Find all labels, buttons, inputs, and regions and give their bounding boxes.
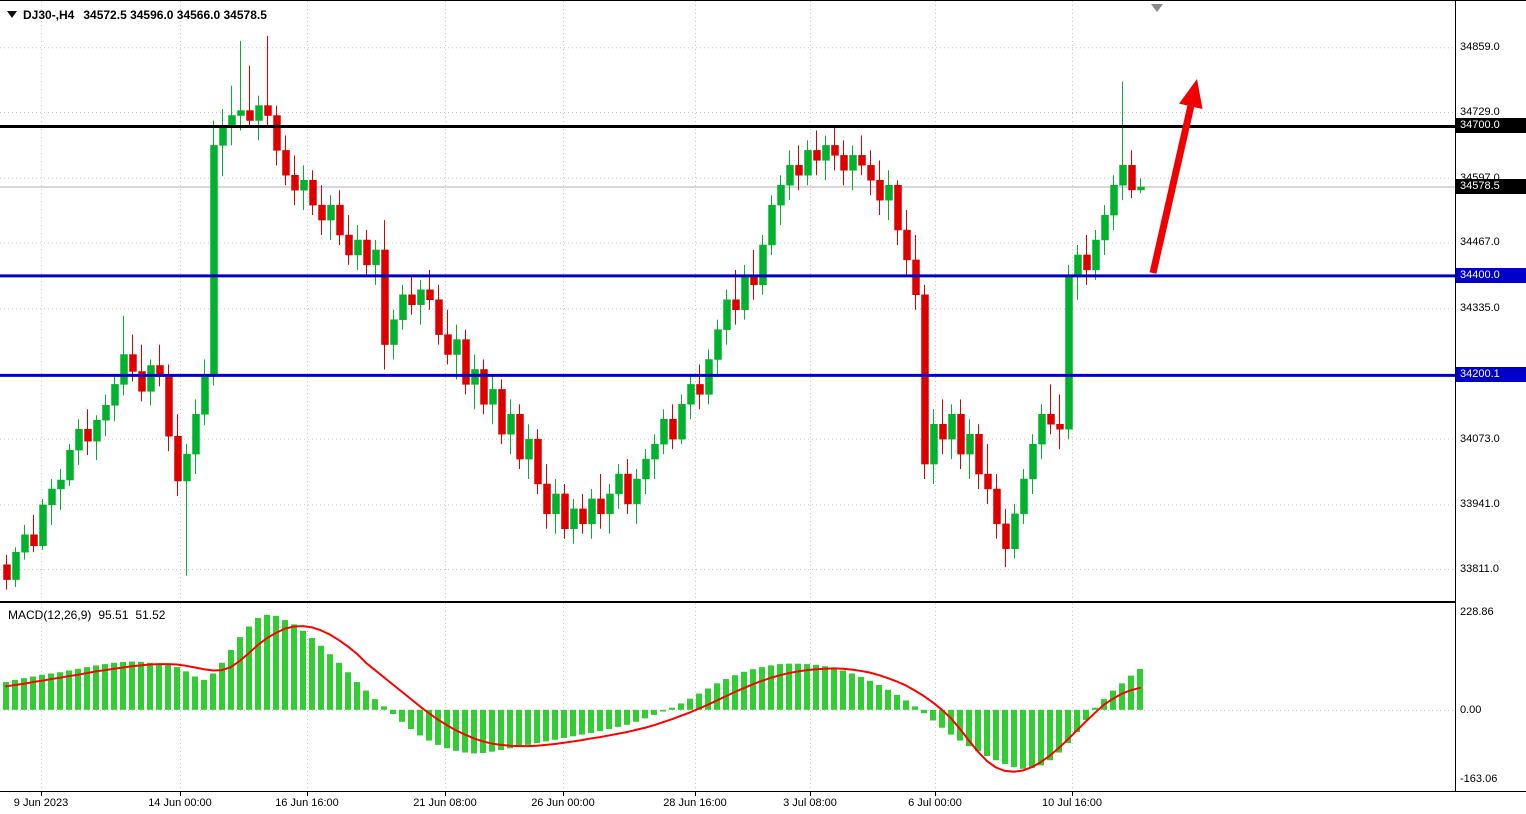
price-axis-tick: 34467.0 bbox=[1460, 236, 1500, 249]
chart-shift-marker-icon[interactable] bbox=[1151, 4, 1163, 12]
price-axis-tick: 34729.0 bbox=[1460, 106, 1500, 119]
symbol-timeframe-label: DJ30-,H4 bbox=[23, 8, 75, 22]
time-axis-tick bbox=[1072, 792, 1073, 796]
time-axis-label: 10 Jul 16:00 bbox=[1042, 797, 1102, 809]
price-level-badge: 34578.5 bbox=[1456, 178, 1526, 194]
time-axis: 9 Jun 2023 14 Jun 00:00 16 Jun 16:00 21 Jun… bbox=[0, 792, 1526, 814]
price-level-badge: 34400.0 bbox=[1456, 267, 1526, 283]
price-axis-tick: 33811.0 bbox=[1460, 563, 1499, 576]
macd-value: 95.51 bbox=[98, 608, 129, 622]
symbol-ohlc-header: DJ30-,H4 34572.5 34596.0 34566.0 34578.5 bbox=[23, 8, 267, 22]
macd-indicator-header: MACD(12,26,9) 95.51 51.52 bbox=[8, 608, 172, 622]
time-axis-tick bbox=[563, 792, 564, 796]
macd-indicator-canvas[interactable] bbox=[0, 603, 1455, 791]
price-axis-tick: 34073.0 bbox=[1460, 432, 1500, 445]
time-axis-tick bbox=[307, 792, 308, 796]
ohlc-values: 34572.5 34596.0 34566.0 34578.5 bbox=[83, 8, 267, 22]
horizontal-gridlines bbox=[0, 47, 1455, 571]
macd-name-label: MACD(12,26,9) bbox=[8, 608, 92, 622]
time-axis-label: 26 Jun 00:00 bbox=[531, 797, 595, 809]
time-axis-tick bbox=[445, 792, 446, 796]
macd-histogram bbox=[3, 614, 1143, 769]
price-axis: 34859.0 34729.0 34597.0 34467.0 34335.0 34073… bbox=[1456, 1, 1526, 791]
price-level-badge: 34200.1 bbox=[1456, 367, 1526, 383]
time-axis-label: 21 Jun 08:00 bbox=[413, 797, 477, 809]
time-axis-tick bbox=[180, 792, 181, 796]
symbol-dropdown-icon[interactable] bbox=[7, 11, 17, 18]
candles bbox=[3, 35, 1145, 590]
price-axis-tick: 34335.0 bbox=[1460, 302, 1500, 315]
time-axis-label: 28 Jun 16:00 bbox=[663, 797, 727, 809]
price-axis-tick: 34859.0 bbox=[1460, 41, 1500, 54]
macd-signal-line bbox=[5, 625, 1141, 773]
time-axis-label: 6 Jul 00:00 bbox=[908, 797, 962, 809]
time-axis-tick bbox=[810, 792, 811, 796]
price-chart-canvas[interactable] bbox=[0, 1, 1455, 601]
trend-arrow[interactable] bbox=[1149, 79, 1203, 274]
macd-vertical-gridlines bbox=[41, 603, 1073, 791]
price-axis-separator bbox=[1455, 1, 1456, 791]
macd-axis-tick: 0.00 bbox=[1460, 703, 1482, 716]
macd-signal-value: 51.52 bbox=[135, 608, 166, 622]
time-axis-tick bbox=[41, 792, 42, 796]
time-axis-label: 16 Jun 16:00 bbox=[275, 797, 339, 809]
time-axis-label: 14 Jun 00:00 bbox=[148, 797, 212, 809]
time-axis-tick bbox=[935, 792, 936, 796]
horizontal-level-lines bbox=[0, 124, 1455, 377]
time-axis-separator bbox=[0, 791, 1526, 792]
pane-separator[interactable] bbox=[0, 601, 1526, 603]
macd-axis-tick: 228.86 bbox=[1460, 606, 1494, 619]
time-axis-label: 9 Jun 2023 bbox=[13, 797, 69, 809]
time-axis-tick bbox=[695, 792, 696, 796]
price-axis-tick: 33941.0 bbox=[1460, 498, 1500, 511]
macd-axis-tick: -163.06 bbox=[1460, 773, 1498, 786]
time-axis-label: 3 Jul 08:00 bbox=[783, 797, 837, 809]
price-level-badge: 34700.0 bbox=[1456, 118, 1526, 134]
